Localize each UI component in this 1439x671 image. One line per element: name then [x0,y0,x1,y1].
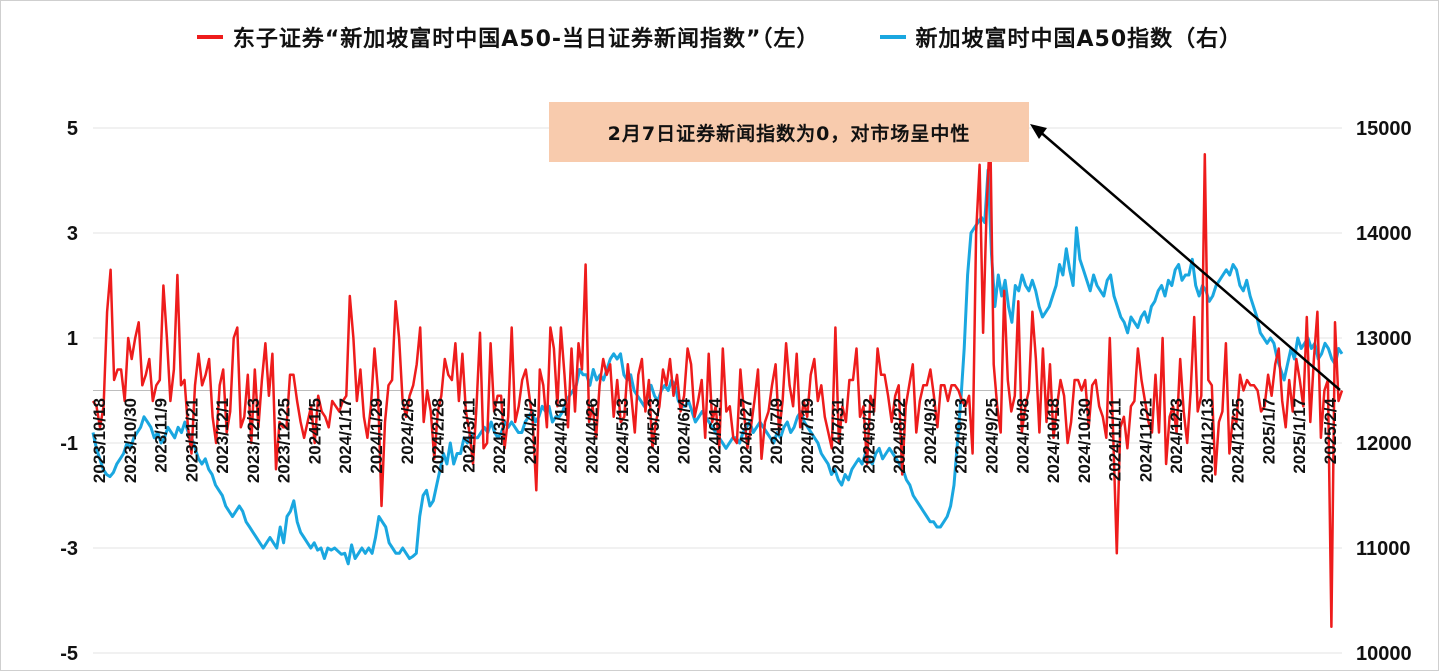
x-tick-label: 2024/1/5 [305,398,324,464]
legend-item-news-index: 东子证券“新加坡富时中国A50-当日证券新闻指数”（左） [196,21,820,53]
y-left-tick-label: -1 [60,433,78,455]
x-tick-label: 2024/12/13 [1198,398,1217,483]
y-right-tick-label: 11000 [1356,538,1411,560]
annotation-arrow-line [1037,129,1341,391]
x-tick-label: 2024/10/30 [1075,398,1094,483]
x-tick-label: 2023/12/13 [244,398,263,483]
legend-swatch-news-index [196,35,223,39]
x-tick-label: 2023/12/25 [275,398,294,483]
x-tick-label: 2024/4/2 [521,398,540,464]
x-tick-label: 2023/11/21 [182,398,201,482]
x-tick-label: 2024/10/8 [1013,398,1032,474]
y-right-tick-label: 15000 [1356,118,1412,140]
x-tick-label: 2024/11/11 [1106,398,1125,481]
x-tick-label: 2024/4/16 [552,398,571,474]
series-line-news-index [91,126,1344,629]
x-tick-label: 2025/1/17 [1290,398,1309,474]
x-tick-label: 2024/8/22 [890,398,909,474]
legend-label-a50-index: 新加坡富时中国A50指数（右） [915,27,1243,52]
x-tick-label: 2024/2/8 [398,398,417,464]
x-tick-label: 2024/9/13 [952,398,971,474]
x-tick-label: 2024/5/23 [644,398,663,474]
x-tick-label: 2024/3/21 [490,398,509,474]
x-tick-label: 2024/1/29 [367,398,386,474]
x-tick-label: 2024/8/12 [859,398,878,474]
x-tick-label: 2023/12/1 [213,398,232,474]
annotation-arrow-head [1030,124,1047,139]
x-tick-label: 2024/12/25 [1229,398,1248,483]
x-tick-label: 2024/9/3 [921,398,940,464]
legend-item-a50-index: 新加坡富时中国A50指数（右） [879,21,1243,53]
x-tick-label: 2024/6/27 [736,398,755,474]
x-tick-label: 2024/5/13 [613,398,632,474]
x-tick-label: 2025/1/7 [1260,398,1279,464]
x-tick-label: 2023/10/30 [121,398,140,483]
legend-label-news-index: 东子证券“新加坡富时中国A50-当日证券新闻指数”（左） [232,27,820,52]
x-tick-label: 2024/11/21 [1136,398,1155,482]
y-left-tick-label: -5 [60,643,78,665]
x-tick-label: 2024/4/26 [582,398,601,474]
y-left-tick-label: 1 [67,328,78,350]
x-tick-label: 2024/3/11 [459,398,478,473]
x-tick-label: 2025/2/4 [1321,397,1340,464]
x-tick-label: 2024/1/17 [336,398,355,474]
x-tick-label: 2024/9/25 [983,398,1002,474]
x-tick-label: 2023/11/9 [152,398,171,473]
y-right-tick-label: 10000 [1356,643,1412,665]
x-tick-label: 2024/10/18 [1044,398,1063,483]
x-tick-label: 2024/6/4 [675,397,694,464]
legend-swatch-a50-index [879,35,906,39]
y-left-tick-label: -3 [60,538,78,560]
y-right-tick-label: 13000 [1356,328,1412,350]
x-tick-label: 2024/7/31 [829,398,848,474]
annotation-box: 2月7日证券新闻指数为0，对市场呈中性 [549,102,1029,162]
y-left-tick-label: 3 [67,223,78,245]
x-tick-label: 2023/10/18 [90,398,109,483]
x-tick-label: 2024/7/19 [798,398,817,474]
x-tick-label: 2024/2/28 [429,398,448,474]
y-right-tick-label: 14000 [1356,223,1412,245]
y-right-tick-label: 12000 [1356,433,1412,455]
y-left-tick-label: 5 [67,118,78,140]
x-tick-label: 2024/6/14 [706,397,725,473]
chart-legend: 东子证券“新加坡富时中国A50-当日证券新闻指数”（左） 新加坡富时中国A50指… [0,20,1439,54]
x-tick-label: 2024/12/3 [1167,398,1186,474]
x-tick-label: 2024/7/9 [767,398,786,464]
